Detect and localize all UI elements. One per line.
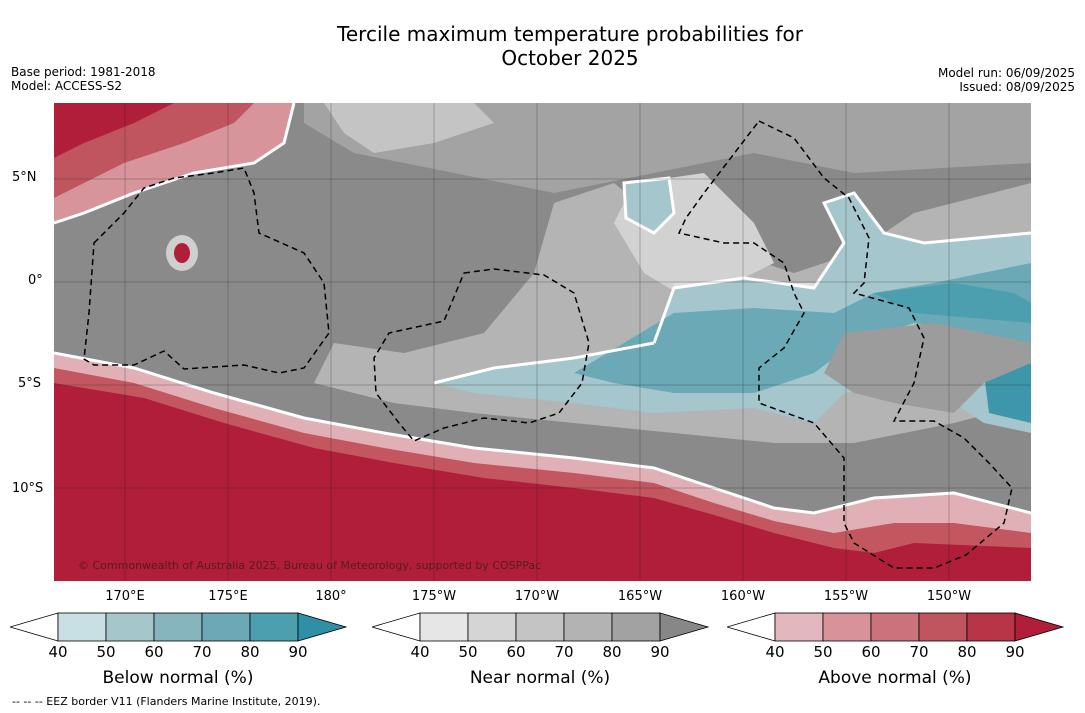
lon-label-175w: 175°W: [411, 589, 457, 604]
tick-below-70: 70: [192, 643, 212, 661]
title-line-1: Tercile maximum temperature probabilitie…: [337, 22, 803, 46]
eez-tuvalu: [83, 167, 330, 374]
map-title: Tercile maximum temperature probabilitie…: [0, 22, 1085, 70]
colorbar-above-normal-title: Above normal (%): [818, 668, 972, 688]
colorbar-below-normal-svg: [8, 612, 348, 642]
below-normal-80-zone: [874, 283, 1031, 323]
probability-map: [54, 103, 1031, 581]
lon-label-160w: 160°W: [720, 589, 766, 604]
eez-tokelau: [373, 268, 590, 442]
tick-below-40: 40: [48, 643, 68, 661]
tick-below-80: 80: [240, 643, 260, 661]
colorbar-above-normal-arrow-right: [1014, 612, 1065, 642]
colorbar-above-normal: [725, 612, 1067, 646]
colorbar-above-normal-arrow-left: [725, 612, 776, 642]
lon-label-155w: 155°W: [823, 589, 869, 604]
boundary-below-normal-west: [433, 341, 655, 385]
colorbar-near-normal-segment-80-90: [611, 612, 661, 642]
lon-label-170e: 170°E: [105, 589, 145, 604]
colorbar-above-normal-segment-70-80: [918, 612, 968, 642]
colorbar-below-normal-segment-70-80: [201, 612, 251, 642]
colorbar-near-normal-segment-60-70: [515, 612, 565, 642]
base-period: Base period: 1981-2018: [11, 65, 156, 79]
colorbar-below-normal-segment-50-60: [105, 612, 155, 642]
colorbar-above-normal-segment-50-60: [822, 612, 872, 642]
tick-above-90: 90: [1005, 643, 1025, 661]
tick-above-40: 40: [765, 643, 785, 661]
tick-near-60: 60: [506, 643, 526, 661]
tick-near-90: 90: [650, 643, 670, 661]
lon-label-165w: 165°W: [617, 589, 663, 604]
below-normal-50-blob: [624, 178, 674, 233]
model-name: Model: ACCESS-S2: [11, 79, 123, 93]
eez-cook-islands: [677, 120, 1013, 569]
lon-label-180: 180°: [315, 589, 347, 604]
eez-legend-note: -- -- -- EEZ border V11 (Flanders Marine…: [12, 695, 321, 708]
tick-above-80: 80: [957, 643, 977, 661]
boundary-above-normal-north: [54, 103, 296, 225]
meta-right: Model run: 06/09/2025 Issued: 08/09/2025: [938, 66, 1075, 94]
lon-label-175e: 175°E: [208, 589, 248, 604]
tick-below-60: 60: [144, 643, 164, 661]
colorbar-below-normal: [8, 612, 350, 646]
tick-below-50: 50: [96, 643, 116, 661]
eez-borders: [83, 120, 1013, 569]
colorbar-above-normal-segment-60-70: [870, 612, 920, 642]
colorbar-near-normal-segment-70-80: [563, 612, 613, 642]
title-line-2: October 2025: [501, 46, 639, 70]
colorbar-near-normal-arrow-right: [659, 612, 710, 642]
tick-above-50: 50: [813, 643, 833, 661]
colorbar-above-normal-segment-40-50: [774, 612, 824, 642]
colorbar-near-normal-segment-50-60: [467, 612, 517, 642]
above-normal-90-zone-north: [54, 103, 174, 158]
colorbar-near-normal: [370, 612, 712, 646]
tick-near-40: 40: [410, 643, 430, 661]
tick-near-50: 50: [458, 643, 478, 661]
tick-above-70: 70: [909, 643, 929, 661]
boundary-below-normal-north: [652, 191, 1031, 344]
tick-above-60: 60: [861, 643, 881, 661]
colorbar-above-normal-segment-80-90: [966, 612, 1016, 642]
colorbar-below-normal-segment-40-50: [57, 612, 107, 642]
lon-label-170w: 170°W: [514, 589, 560, 604]
copyright-notice: © Commonwealth of Australia 2025, Bureau…: [78, 559, 542, 572]
colorbar-near-normal-svg: [370, 612, 710, 642]
colorbar-above-normal-svg: [725, 612, 1065, 642]
lon-label-150w: 150°W: [926, 589, 972, 604]
tick-near-70: 70: [554, 643, 574, 661]
lat-label-5s: 5°S: [18, 376, 42, 391]
colorbar-below-normal-arrow-left: [8, 612, 59, 642]
colorbar-near-normal-arrow-left: [370, 612, 421, 642]
colorbar-near-normal-title: Near normal (%): [469, 668, 611, 688]
colorbar-below-normal-segment-80-90: [249, 612, 299, 642]
meta-left: Base period: 1981-2018 Model: ACCESS-S2: [11, 65, 156, 93]
near-normal-60-zone-north: [324, 103, 494, 153]
colorbar-near-normal-segment-40-50: [419, 612, 469, 642]
model-run: Model run: 06/09/2025: [937, 66, 1075, 80]
lat-label-0: 0°: [28, 273, 43, 288]
graticule: [54, 103, 1031, 581]
tick-near-80: 80: [602, 643, 622, 661]
colorbar-below-normal-arrow-right: [297, 612, 348, 642]
above-normal-island-blob: [174, 243, 190, 263]
colorbar-below-normal-segment-60-70: [153, 612, 203, 642]
near-normal-70-patch-east: [824, 323, 1031, 413]
above-normal-90-zone-south: [54, 383, 1031, 581]
boundary-above-normal-south: [54, 351, 1031, 515]
lat-label-10s: 10°S: [12, 481, 44, 496]
issued-date: Issued: 08/09/2025: [959, 80, 1075, 94]
colorbar-below-normal-title: Below normal (%): [102, 668, 254, 688]
map-svg: [54, 103, 1031, 581]
tick-below-90: 90: [288, 643, 308, 661]
lat-label-5n: 5°N: [12, 170, 37, 185]
